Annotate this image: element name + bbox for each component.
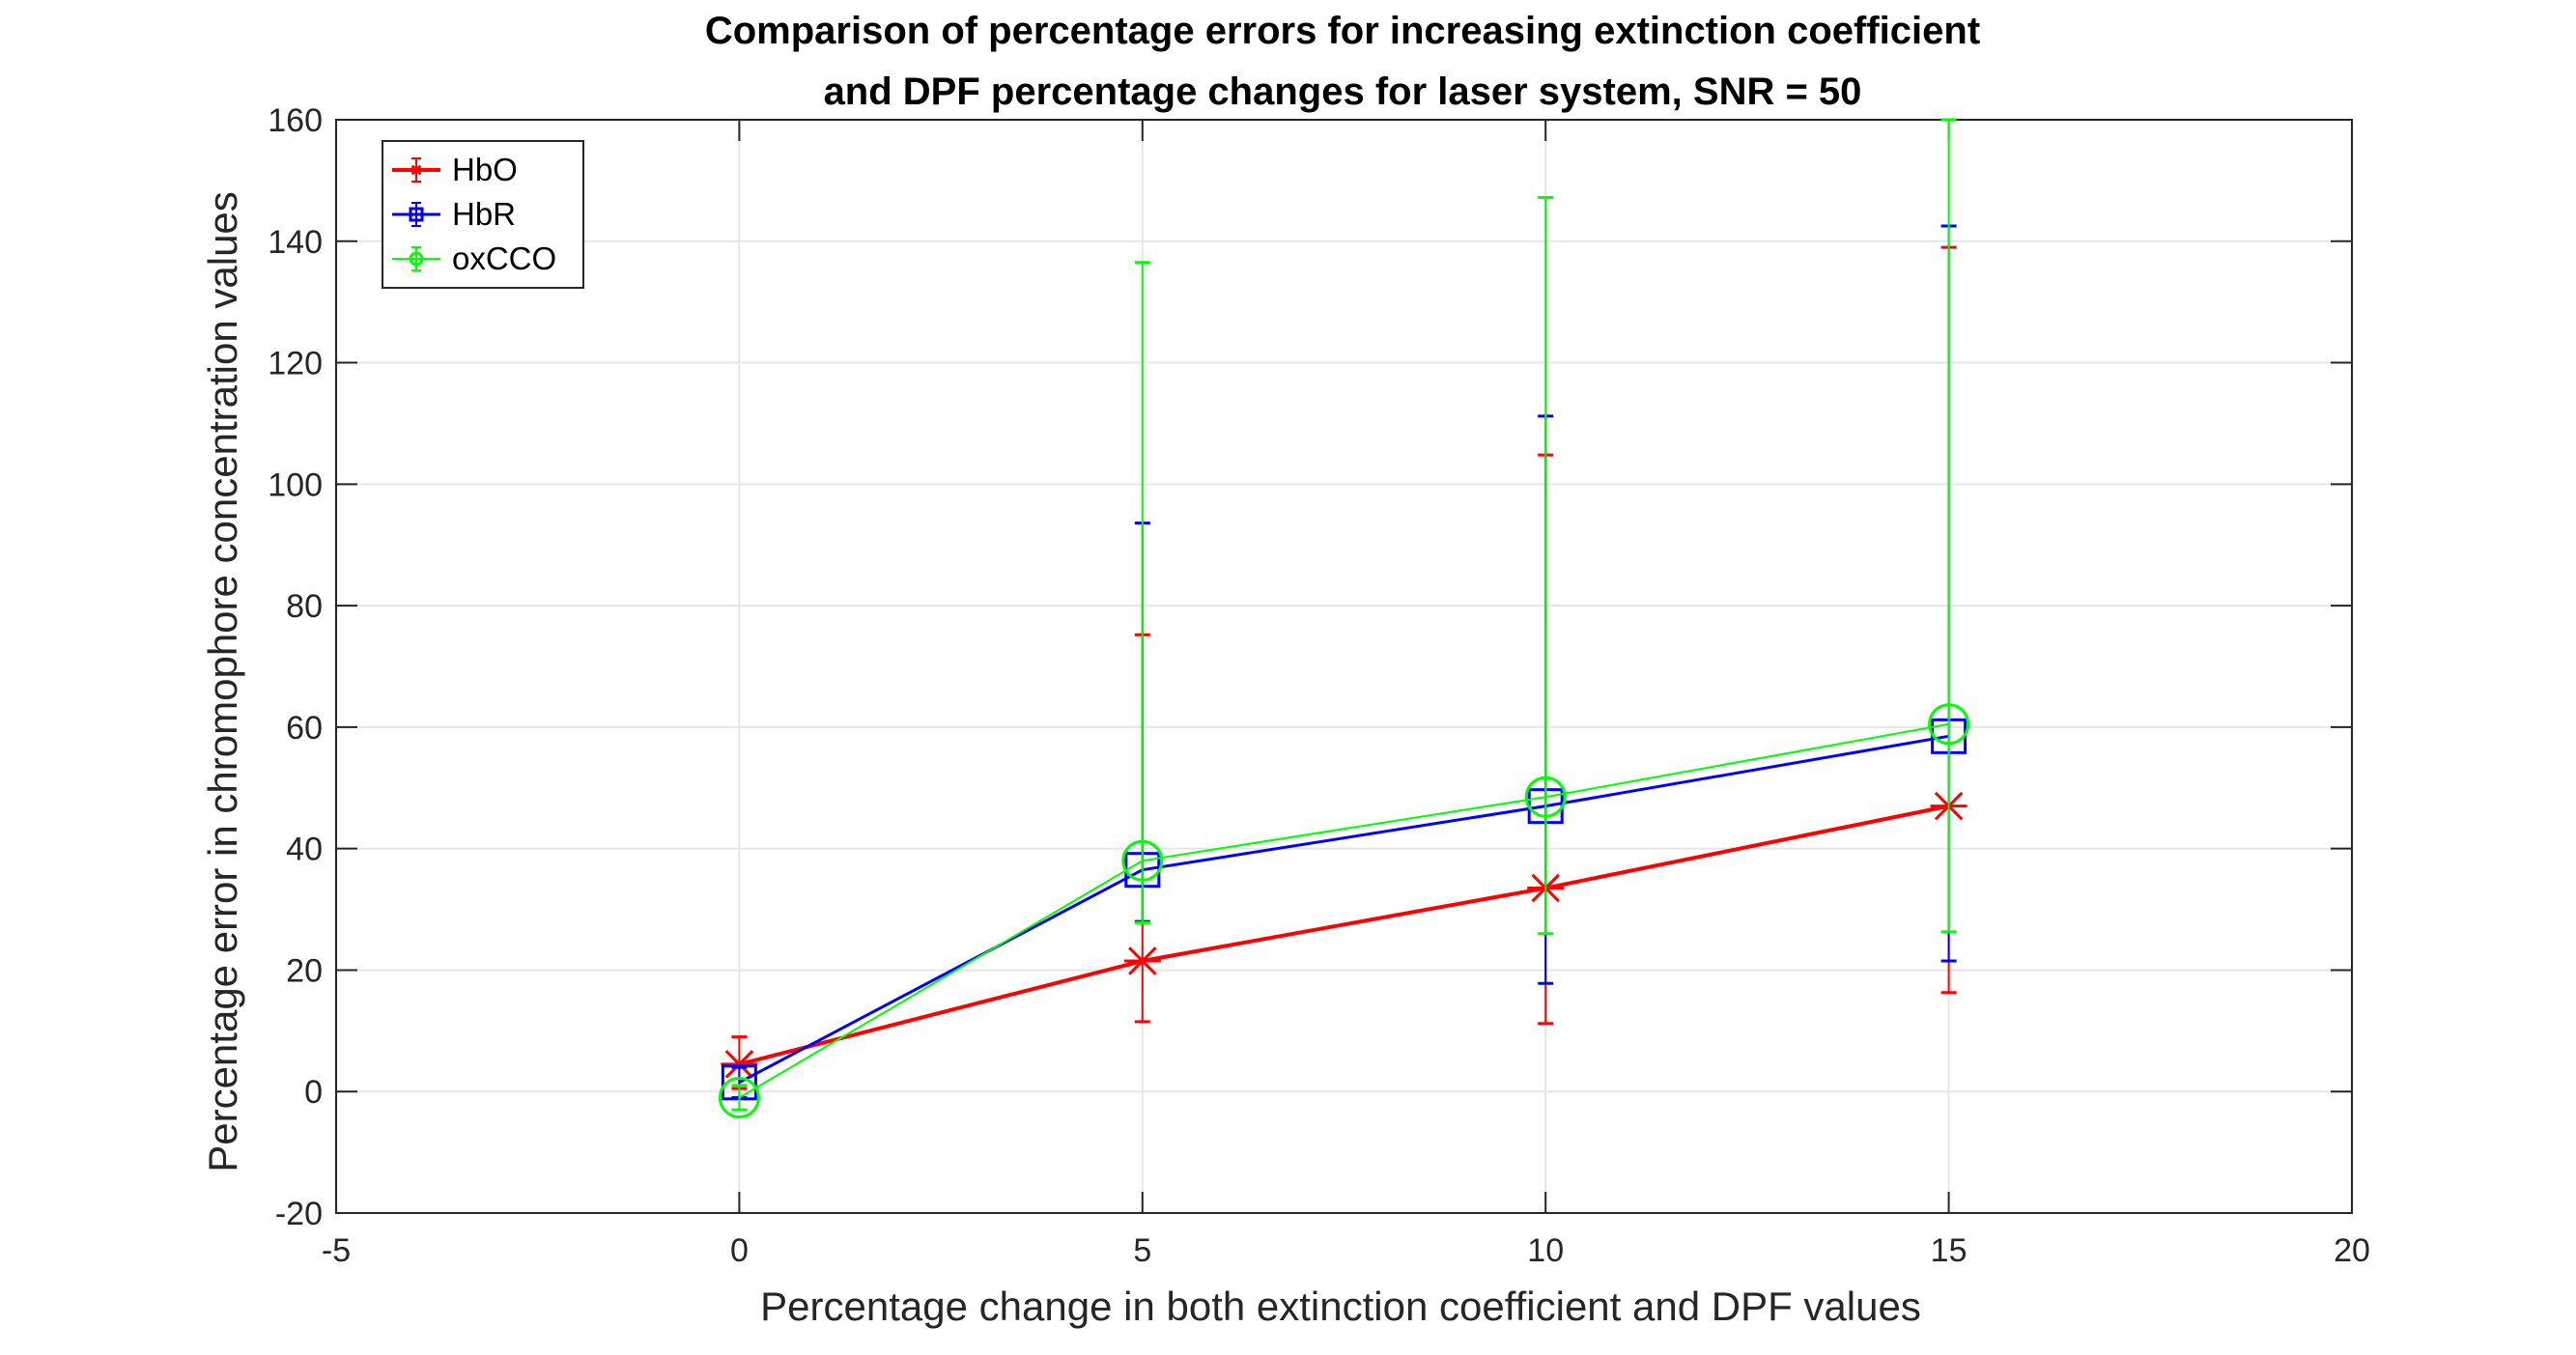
chart-title: Comparison of percentage errors for incr…: [705, 10, 1980, 113]
error-bar: [1134, 261, 1150, 924]
legend-item: HbR: [392, 196, 516, 232]
x-tick-label: -5: [322, 1232, 351, 1269]
y-tick-label: 80: [286, 588, 323, 625]
plot-area: [335, 119, 2353, 1214]
x-tick-label: 10: [1527, 1232, 1564, 1269]
y-tick-label: 20: [286, 952, 323, 989]
series-line: [738, 804, 1949, 1066]
x-tick-label: 15: [1931, 1232, 1967, 1269]
x-tick-label: 20: [2334, 1232, 2370, 1269]
y-tick-label: -20: [275, 1196, 323, 1232]
series-line: [738, 722, 1949, 1099]
data-point: [1121, 839, 1164, 882]
legend: HbO HbR oxCCO: [382, 140, 584, 289]
legend-label: oxCCO: [452, 240, 556, 276]
x-tick-label: 5: [1133, 1232, 1151, 1269]
legend-marker: [409, 251, 424, 267]
data-point: [1524, 776, 1567, 818]
legend-label: HbO: [452, 152, 518, 187]
chart-title-line-2: and DPF percentage changes for laser sys…: [824, 71, 1862, 113]
error-bar: [1940, 118, 1957, 934]
x-tick-label: 0: [730, 1232, 749, 1269]
y-tick-label: 160: [268, 102, 323, 139]
series-oxCCO: [718, 118, 1970, 1119]
y-tick-label: 140: [268, 224, 323, 261]
axis-ticks: -5 0 5 10 15 20 -20 0 20 40 60 80 100 120 140 160: [268, 102, 2370, 1269]
y-tick-label: 40: [286, 832, 323, 868]
legend-marker: [410, 164, 422, 176]
y-tick-label: 100: [268, 466, 323, 503]
data-point: [718, 1077, 760, 1119]
series-layer: [718, 118, 1970, 1119]
y-tick-label: 0: [304, 1074, 323, 1111]
data-point: [1123, 946, 1161, 975]
legend-item: HbO: [392, 152, 518, 187]
legend-label: HbR: [452, 196, 516, 232]
data-point: [1928, 703, 1970, 746]
error-bar: [1538, 195, 1554, 936]
chart-title-line-1: Comparison of percentage errors for incr…: [705, 10, 1980, 52]
legend-item: oxCCO: [392, 240, 556, 276]
y-tick-label: 60: [286, 710, 323, 747]
x-axis-label: Percentage change in both extinction coe…: [760, 1284, 1921, 1329]
y-tick-label: 120: [268, 346, 323, 382]
series-line: [738, 734, 1949, 1085]
y-axis-label: Percentage error in chromophore concentr…: [200, 191, 245, 1172]
data-point: [721, 1050, 758, 1079]
legend-marker: [409, 207, 424, 222]
